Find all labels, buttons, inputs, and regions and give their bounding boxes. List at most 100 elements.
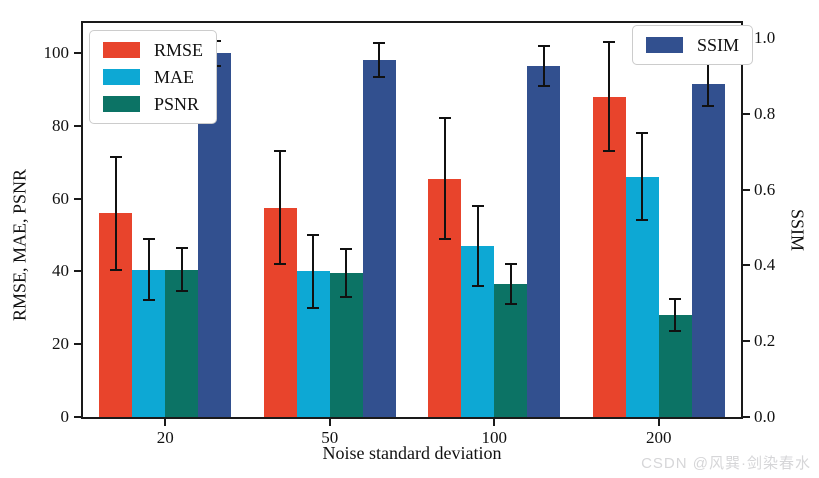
errorbar-cap-top-psnr-50 — [340, 248, 353, 251]
errorbar-cap-top-psnr-200 — [669, 297, 682, 300]
errorbar-cap-bottom-ssim-200 — [702, 104, 715, 107]
left-y-tick-label-100: 100 — [43, 42, 70, 62]
right-y-tick-label-0.8: 0.8 — [754, 103, 776, 123]
errorbar-cap-bottom-ssim-100 — [537, 84, 550, 87]
errorbar-rmse-50 — [279, 151, 282, 265]
watermark: CSDN @风巽·剑染春水 — [641, 455, 811, 472]
bar-ssim-100 — [527, 65, 561, 417]
x-tick-label-20: 20 — [156, 428, 174, 447]
legend-left: RMSE MAE PSNR — [89, 30, 218, 124]
errorbar-cap-top-ssim-100 — [537, 44, 550, 47]
errorbar-cap-top-rmse-20 — [109, 155, 122, 158]
x-tick-label-200: 200 — [646, 428, 672, 447]
right-y-tick-label-1.0: 1.0 — [754, 28, 776, 48]
left-y-tick-mark-80 — [74, 124, 81, 127]
right-y-tick-mark-0.0 — [743, 416, 750, 418]
legend-item-psnr: PSNR — [103, 94, 203, 114]
errorbar-cap-bottom-rmse-100 — [438, 237, 451, 240]
bar-psnr-100 — [494, 284, 528, 417]
errorbar-cap-bottom-psnr-20 — [175, 290, 188, 293]
errorbar-rmse-200 — [608, 41, 611, 152]
errorbar-mae-50 — [312, 234, 315, 308]
left-y-tick-mark-20 — [74, 343, 81, 346]
errorbar-cap-top-mae-20 — [142, 237, 155, 240]
errorbar-cap-bottom-psnr-100 — [504, 303, 517, 306]
x-tick-mark-20 — [164, 419, 167, 426]
right-y-tick-mark-0.2 — [743, 340, 750, 343]
right-y-tick-label-0.4: 0.4 — [754, 255, 776, 275]
left-y-tick-label-60: 60 — [52, 188, 69, 208]
errorbar-cap-top-psnr-20 — [175, 246, 188, 249]
right-y-tick-label-0.2: 0.2 — [754, 331, 776, 351]
errorbar-cap-bottom-mae-100 — [471, 284, 484, 287]
errorbar-cap-top-psnr-100 — [504, 263, 517, 266]
left-y-tick-mark-60 — [74, 197, 81, 200]
errorbar-cap-bottom-rmse-20 — [109, 268, 122, 271]
errorbar-cap-bottom-rmse-50 — [274, 263, 287, 266]
legend-right: SSIM — [632, 25, 754, 65]
left-y-tick-label-0: 0 — [60, 407, 70, 426]
legend-swatch-rmse-icon — [103, 42, 140, 58]
x-tick-mark-100 — [493, 419, 496, 426]
x-tick-mark-200 — [657, 419, 660, 426]
errorbar-mae-200 — [641, 132, 644, 221]
errorbar-cap-bottom-mae-200 — [636, 219, 649, 222]
legend-item-ssim: SSIM — [646, 35, 739, 55]
legend-item-mae: MAE — [103, 67, 203, 87]
y-axis-label-right: SSIM — [787, 208, 808, 252]
x-tick-label-100: 100 — [481, 428, 508, 447]
errorbar-rmse-20 — [114, 156, 117, 270]
legend-swatch-ssim-icon — [646, 37, 683, 53]
errorbar-psnr-50 — [345, 249, 348, 297]
errorbar-rmse-100 — [443, 118, 446, 239]
errorbar-cap-bottom-mae-50 — [307, 306, 320, 309]
right-y-tick-mark-0.6 — [743, 188, 750, 191]
errorbar-cap-bottom-ssim-50 — [373, 75, 386, 78]
errorbar-cap-top-rmse-100 — [438, 117, 451, 120]
errorbar-cap-bottom-mae-20 — [142, 299, 155, 302]
errorbar-ssim-200 — [707, 62, 710, 106]
left-y-tick-label-80: 80 — [52, 115, 69, 135]
x-axis-label: Noise standard deviation — [322, 443, 502, 463]
x-tick-mark-50 — [328, 419, 331, 426]
errorbar-cap-top-rmse-50 — [274, 150, 287, 153]
errorbar-psnr-100 — [509, 264, 512, 305]
bar-ssim-50 — [362, 59, 396, 417]
errorbar-cap-top-mae-50 — [307, 233, 320, 236]
errorbar-mae-20 — [147, 238, 150, 301]
legend-swatch-psnr-icon — [103, 96, 140, 112]
left-y-tick-mark-40 — [74, 270, 81, 273]
errorbar-cap-bottom-psnr-50 — [340, 295, 353, 298]
right-y-tick-mark-0.4 — [743, 264, 750, 267]
errorbar-ssim-100 — [542, 45, 545, 86]
errorbar-psnr-200 — [674, 298, 677, 332]
errorbar-mae-100 — [476, 205, 479, 286]
legend-label-psnr: PSNR — [154, 94, 200, 114]
errorbar-psnr-20 — [180, 247, 183, 292]
left-y-tick-mark-100 — [74, 51, 81, 54]
plot-area: RMSE MAE PSNR SSIM — [81, 21, 754, 419]
right-y-tick-label-0.0: 0.0 — [754, 407, 776, 426]
left-y-tick-label-20: 20 — [52, 334, 69, 354]
left-y-tick-mark-0 — [74, 416, 81, 418]
errorbar-ssim-50 — [378, 42, 381, 77]
legend-item-rmse: RMSE — [103, 40, 203, 60]
right-y-tick-label-0.6: 0.6 — [754, 179, 776, 199]
right-y-tick-mark-0.8 — [743, 112, 750, 115]
legend-swatch-mae-icon — [103, 69, 140, 85]
legend-label-ssim: SSIM — [697, 35, 740, 55]
bar-ssim-200 — [691, 84, 725, 417]
legend-label-rmse: RMSE — [154, 40, 204, 60]
errorbar-cap-bottom-rmse-200 — [603, 150, 616, 153]
legend-label-mae: MAE — [154, 67, 194, 87]
x-tick-label-50: 50 — [321, 428, 339, 447]
y-axis-label-left: RMSE, MAE, PSNR — [9, 168, 30, 322]
errorbar-cap-top-mae-100 — [471, 204, 484, 207]
bar-psnr-20 — [165, 269, 199, 417]
errorbar-cap-top-ssim-50 — [373, 41, 386, 44]
errorbar-cap-top-mae-200 — [636, 131, 649, 134]
errorbar-cap-top-rmse-200 — [603, 40, 616, 43]
errorbar-cap-bottom-psnr-200 — [669, 330, 682, 333]
left-y-tick-label-40: 40 — [52, 261, 69, 281]
